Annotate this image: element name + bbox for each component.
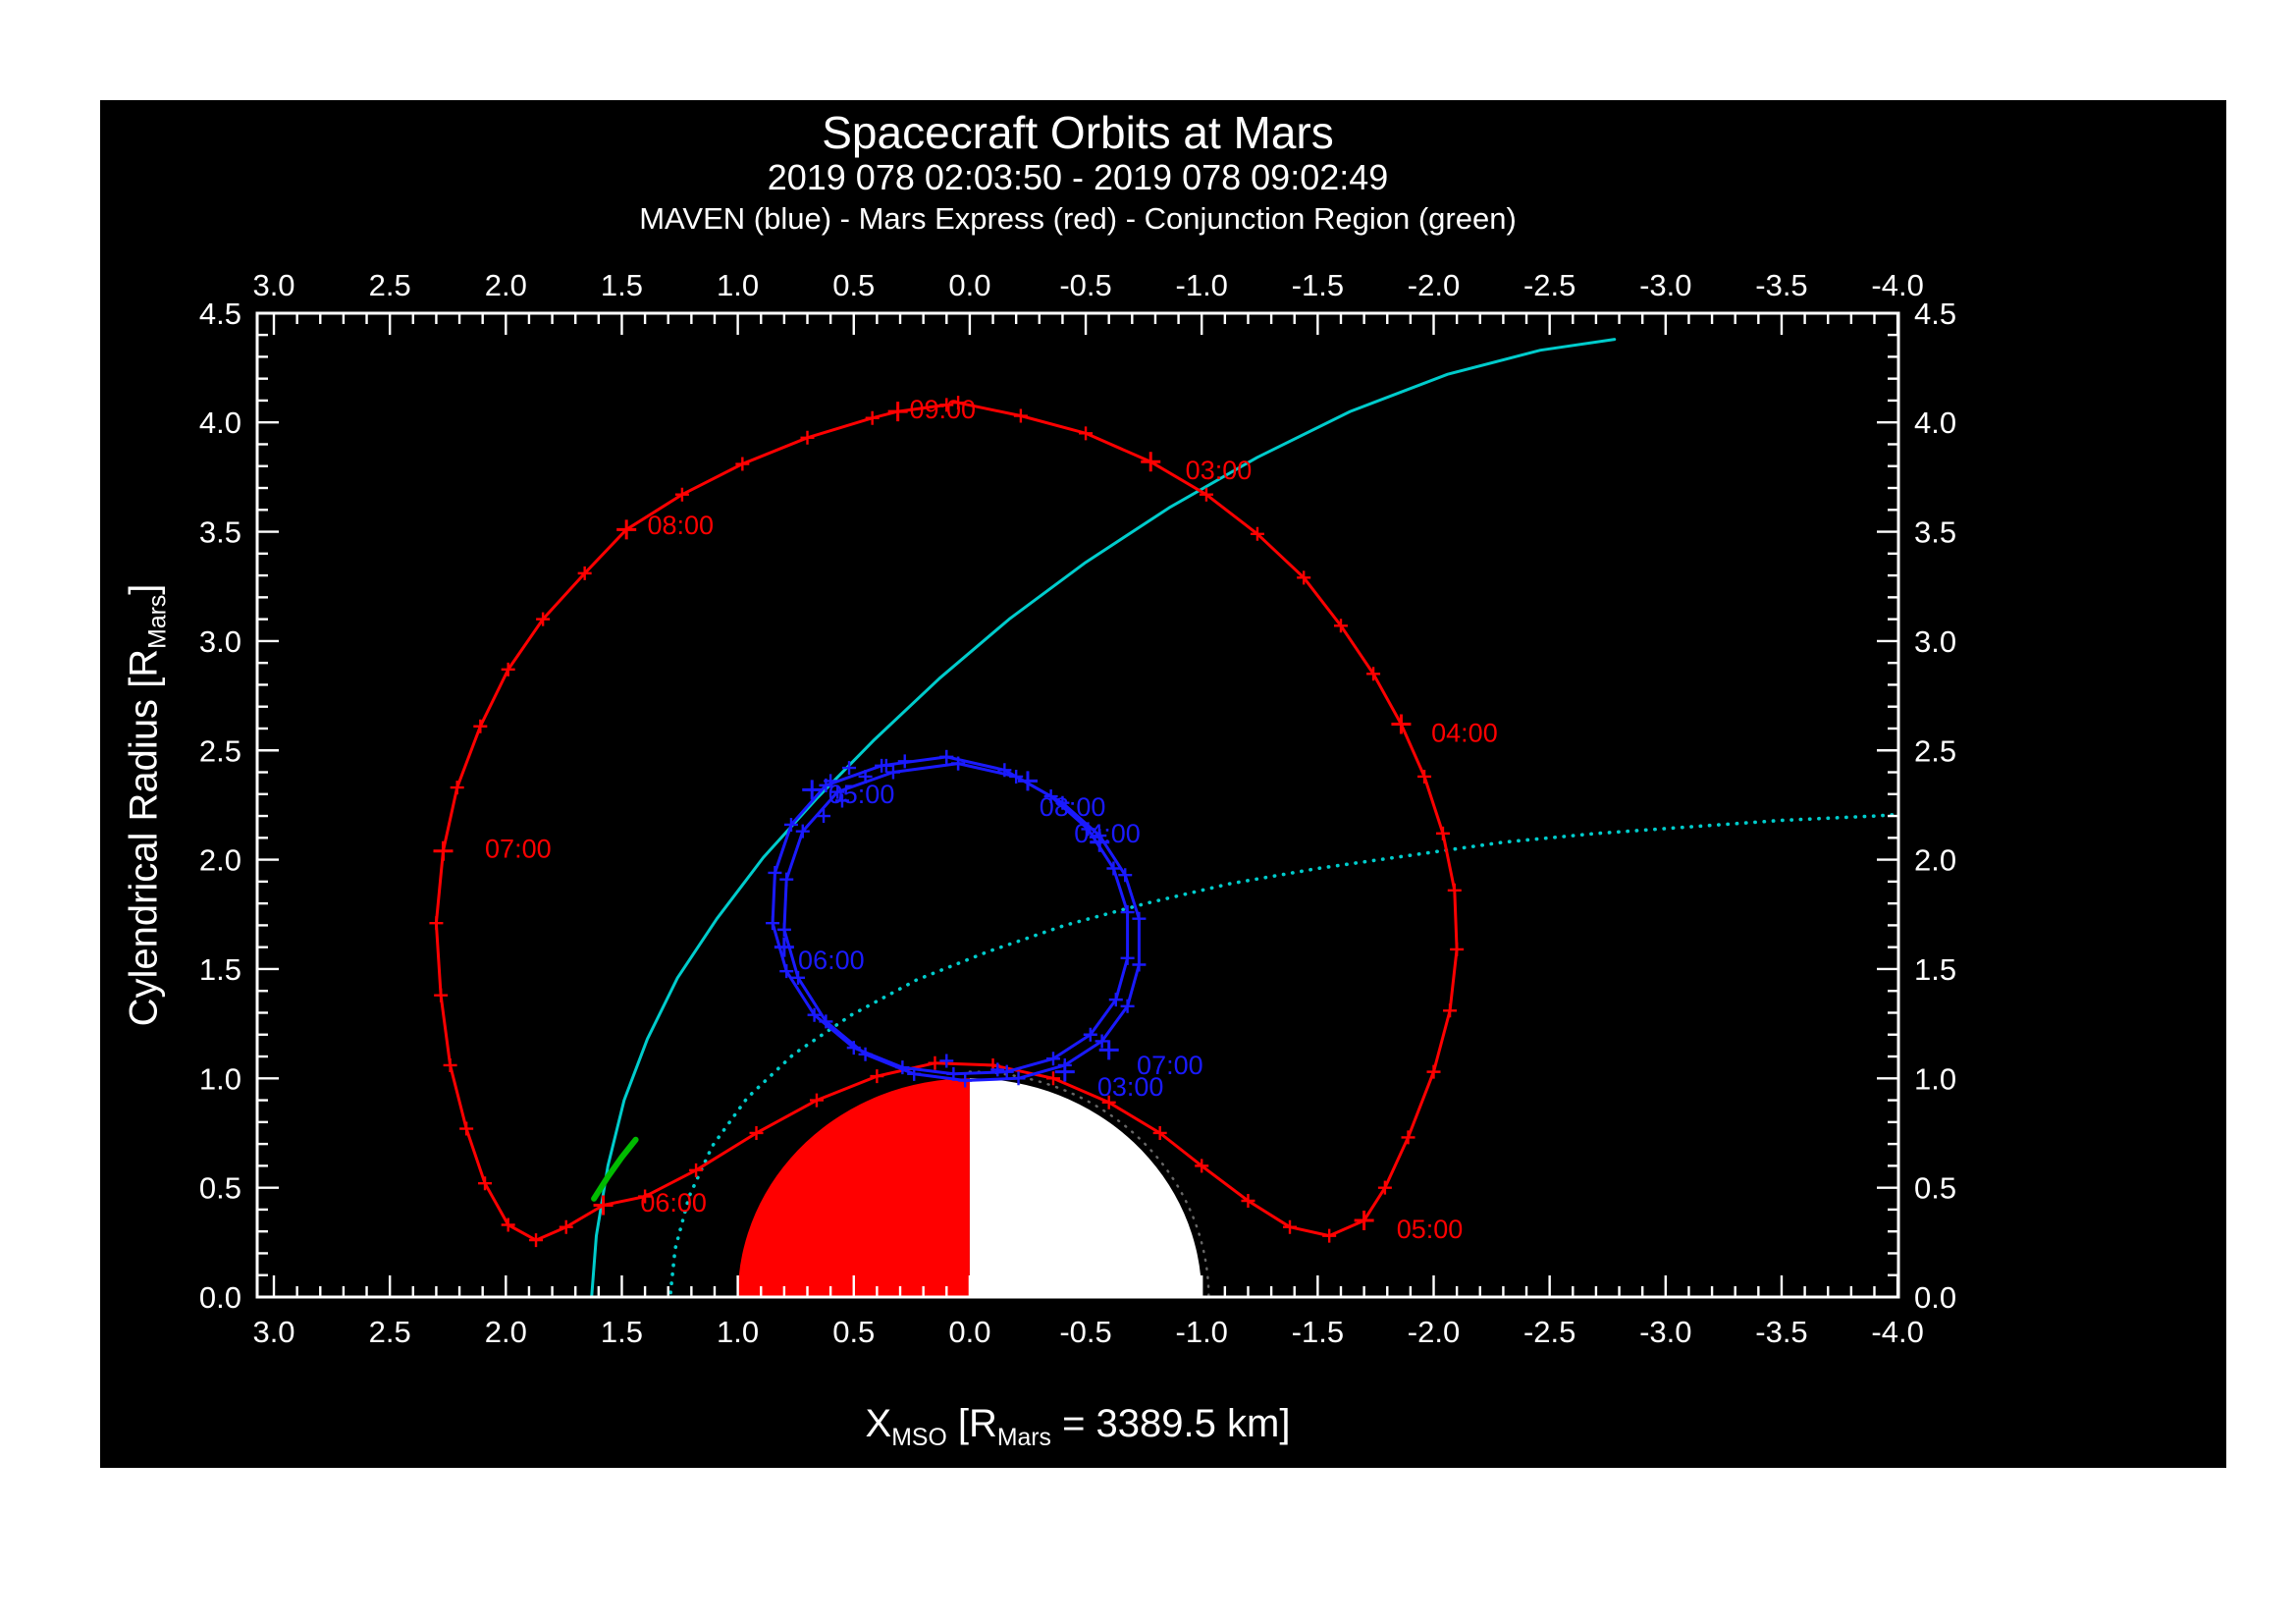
orbit-time-label: 04:00	[1074, 819, 1141, 848]
x-tick-label: 1.5	[601, 1315, 643, 1349]
orbit-time-label: 05:00	[828, 780, 895, 809]
y-axis-label-main: Cylendrical Radius [R	[122, 648, 166, 1027]
plot-time-range: 2019 078 02:03:50 - 2019 078 09:02:49	[767, 157, 1389, 197]
x-tick-label: 3.0	[252, 1315, 294, 1349]
x-tick-label: -0.5	[1059, 1315, 1111, 1349]
y-tick-label: 0.0	[199, 1280, 241, 1315]
y-tick-label-right: 2.5	[1914, 733, 1956, 768]
plot-frame	[255, 311, 1900, 1299]
y-tick-label: 1.0	[199, 1061, 241, 1096]
x-tick-label-top: -2.5	[1523, 268, 1575, 302]
x-tick-label-top: -0.5	[1059, 268, 1111, 302]
plot-area: 03:0004:0005:0006:0007:0008:0009:0003:00…	[429, 338, 1898, 1297]
x-tick-label-top: -3.5	[1755, 268, 1807, 302]
x-tick-label: -3.5	[1755, 1315, 1807, 1349]
y-tick-label: 3.5	[199, 515, 241, 550]
x-tick-label: -4.0	[1871, 1315, 1923, 1349]
maven-markers	[766, 749, 1147, 1088]
x-tick-label-top: 1.5	[601, 268, 643, 302]
x-tick-label-top: 0.0	[948, 268, 990, 302]
x-tick-label: -3.0	[1639, 1315, 1691, 1349]
y-tick-label: 1.5	[199, 952, 241, 987]
orbit-time-label: 07:00	[1137, 1051, 1203, 1080]
y-tick-label-right: 4.5	[1914, 297, 1956, 331]
orbit-time-label: 06:00	[640, 1188, 707, 1217]
y-tick-label-right: 3.5	[1914, 515, 1956, 550]
orbit-time-label: 03:00	[1097, 1072, 1164, 1102]
x-tick-label-top: -3.0	[1639, 268, 1691, 302]
orbit-time-label: 08:00	[647, 511, 714, 540]
x-axis-label-sub-mso: MSO	[891, 1425, 947, 1451]
y-tick-label-right: 0.5	[1914, 1171, 1956, 1206]
x-tick-label-top: -4.0	[1871, 268, 1923, 302]
mars-express-hour-labels: 03:00 04:00 05:00 06:00 07:00 08:00 09:00	[433, 395, 1498, 1244]
mars-dayside	[737, 1078, 970, 1297]
x-tick-label: 2.5	[369, 1315, 411, 1349]
y-tick-label: 2.0	[199, 843, 241, 878]
y-tick-label: 3.0	[199, 624, 241, 659]
x-axis-label-sub-mars: Mars	[996, 1425, 1051, 1451]
x-tick-label: 0.0	[948, 1315, 990, 1349]
y-tick-label: 4.5	[199, 297, 241, 331]
axis-ticks	[257, 311, 1899, 1299]
y-axis-label-sub-mars: Mars	[144, 594, 172, 649]
mars-nightside	[969, 1078, 1202, 1297]
plot-legend: MAVEN (blue) - Mars Express (red) - Conj…	[639, 201, 1517, 236]
orbit-time-label: 06:00	[798, 946, 865, 975]
y-tick-label-right: 1.5	[1914, 952, 1956, 987]
plot-title: Spacecraft Orbits at Mars	[822, 107, 1334, 158]
orbit-time-label: 04:00	[1431, 718, 1498, 747]
y-tick-label-right: 2.0	[1914, 843, 1956, 878]
x-tick-label-top: 1.0	[717, 268, 759, 302]
axis-tick-labels: 3.0 3.0 2.5 2.5 2.0 2.0 1.5 1.5 1.0 1.0 0.5 0.5 0.0 0…	[199, 268, 1956, 1349]
conjunction-curve	[591, 1136, 639, 1202]
boundary-solid-curve	[590, 338, 1617, 1297]
x-axis-label-main: X	[865, 1402, 892, 1445]
x-tick-label: -2.0	[1408, 1315, 1460, 1349]
y-tick-label-right: 1.0	[1914, 1061, 1956, 1096]
y-tick-label: 0.5	[199, 1171, 241, 1206]
boundary-dotted-curve	[668, 812, 1898, 1295]
y-tick-label-right: 4.0	[1914, 406, 1956, 440]
y-tick-label-right: 3.0	[1914, 624, 1956, 659]
orbit-time-label: 09:00	[909, 395, 976, 424]
x-tick-label: 1.0	[717, 1315, 759, 1349]
y-tick-label-right: 0.0	[1914, 1280, 1956, 1315]
x-tick-label-top: -1.5	[1292, 268, 1344, 302]
x-tick-label-top: -2.0	[1408, 268, 1460, 302]
x-axis-label: XMSO [RMars = 3389.5 km]	[865, 1402, 1291, 1451]
y-tick-label: 4.0	[199, 406, 241, 440]
orbit-time-label: 05:00	[1397, 1215, 1464, 1244]
orbit-time-label: 08:00	[1040, 792, 1106, 822]
x-tick-label: -1.0	[1176, 1315, 1228, 1349]
x-tick-label-top: 3.0	[252, 268, 294, 302]
orbit-time-label: 07:00	[485, 834, 552, 863]
x-tick-label-top: 0.5	[832, 268, 875, 302]
x-tick-label: 2.0	[485, 1315, 527, 1349]
x-tick-label-top: 2.0	[485, 268, 527, 302]
x-tick-label: 0.5	[832, 1315, 875, 1349]
y-tick-label: 2.5	[199, 733, 241, 768]
x-tick-label: -1.5	[1292, 1315, 1344, 1349]
y-axis-label: Cylendrical Radius [RMars]	[122, 583, 172, 1027]
x-tick-label-top: 2.5	[369, 268, 411, 302]
maven-hour-labels: 03:00 04:00 05:00 06:00 07:00 08:00	[774, 771, 1203, 1102]
orbit-time-label: 03:00	[1186, 456, 1253, 485]
x-tick-label-top: -1.0	[1176, 268, 1228, 302]
x-tick-label: -2.5	[1523, 1315, 1575, 1349]
